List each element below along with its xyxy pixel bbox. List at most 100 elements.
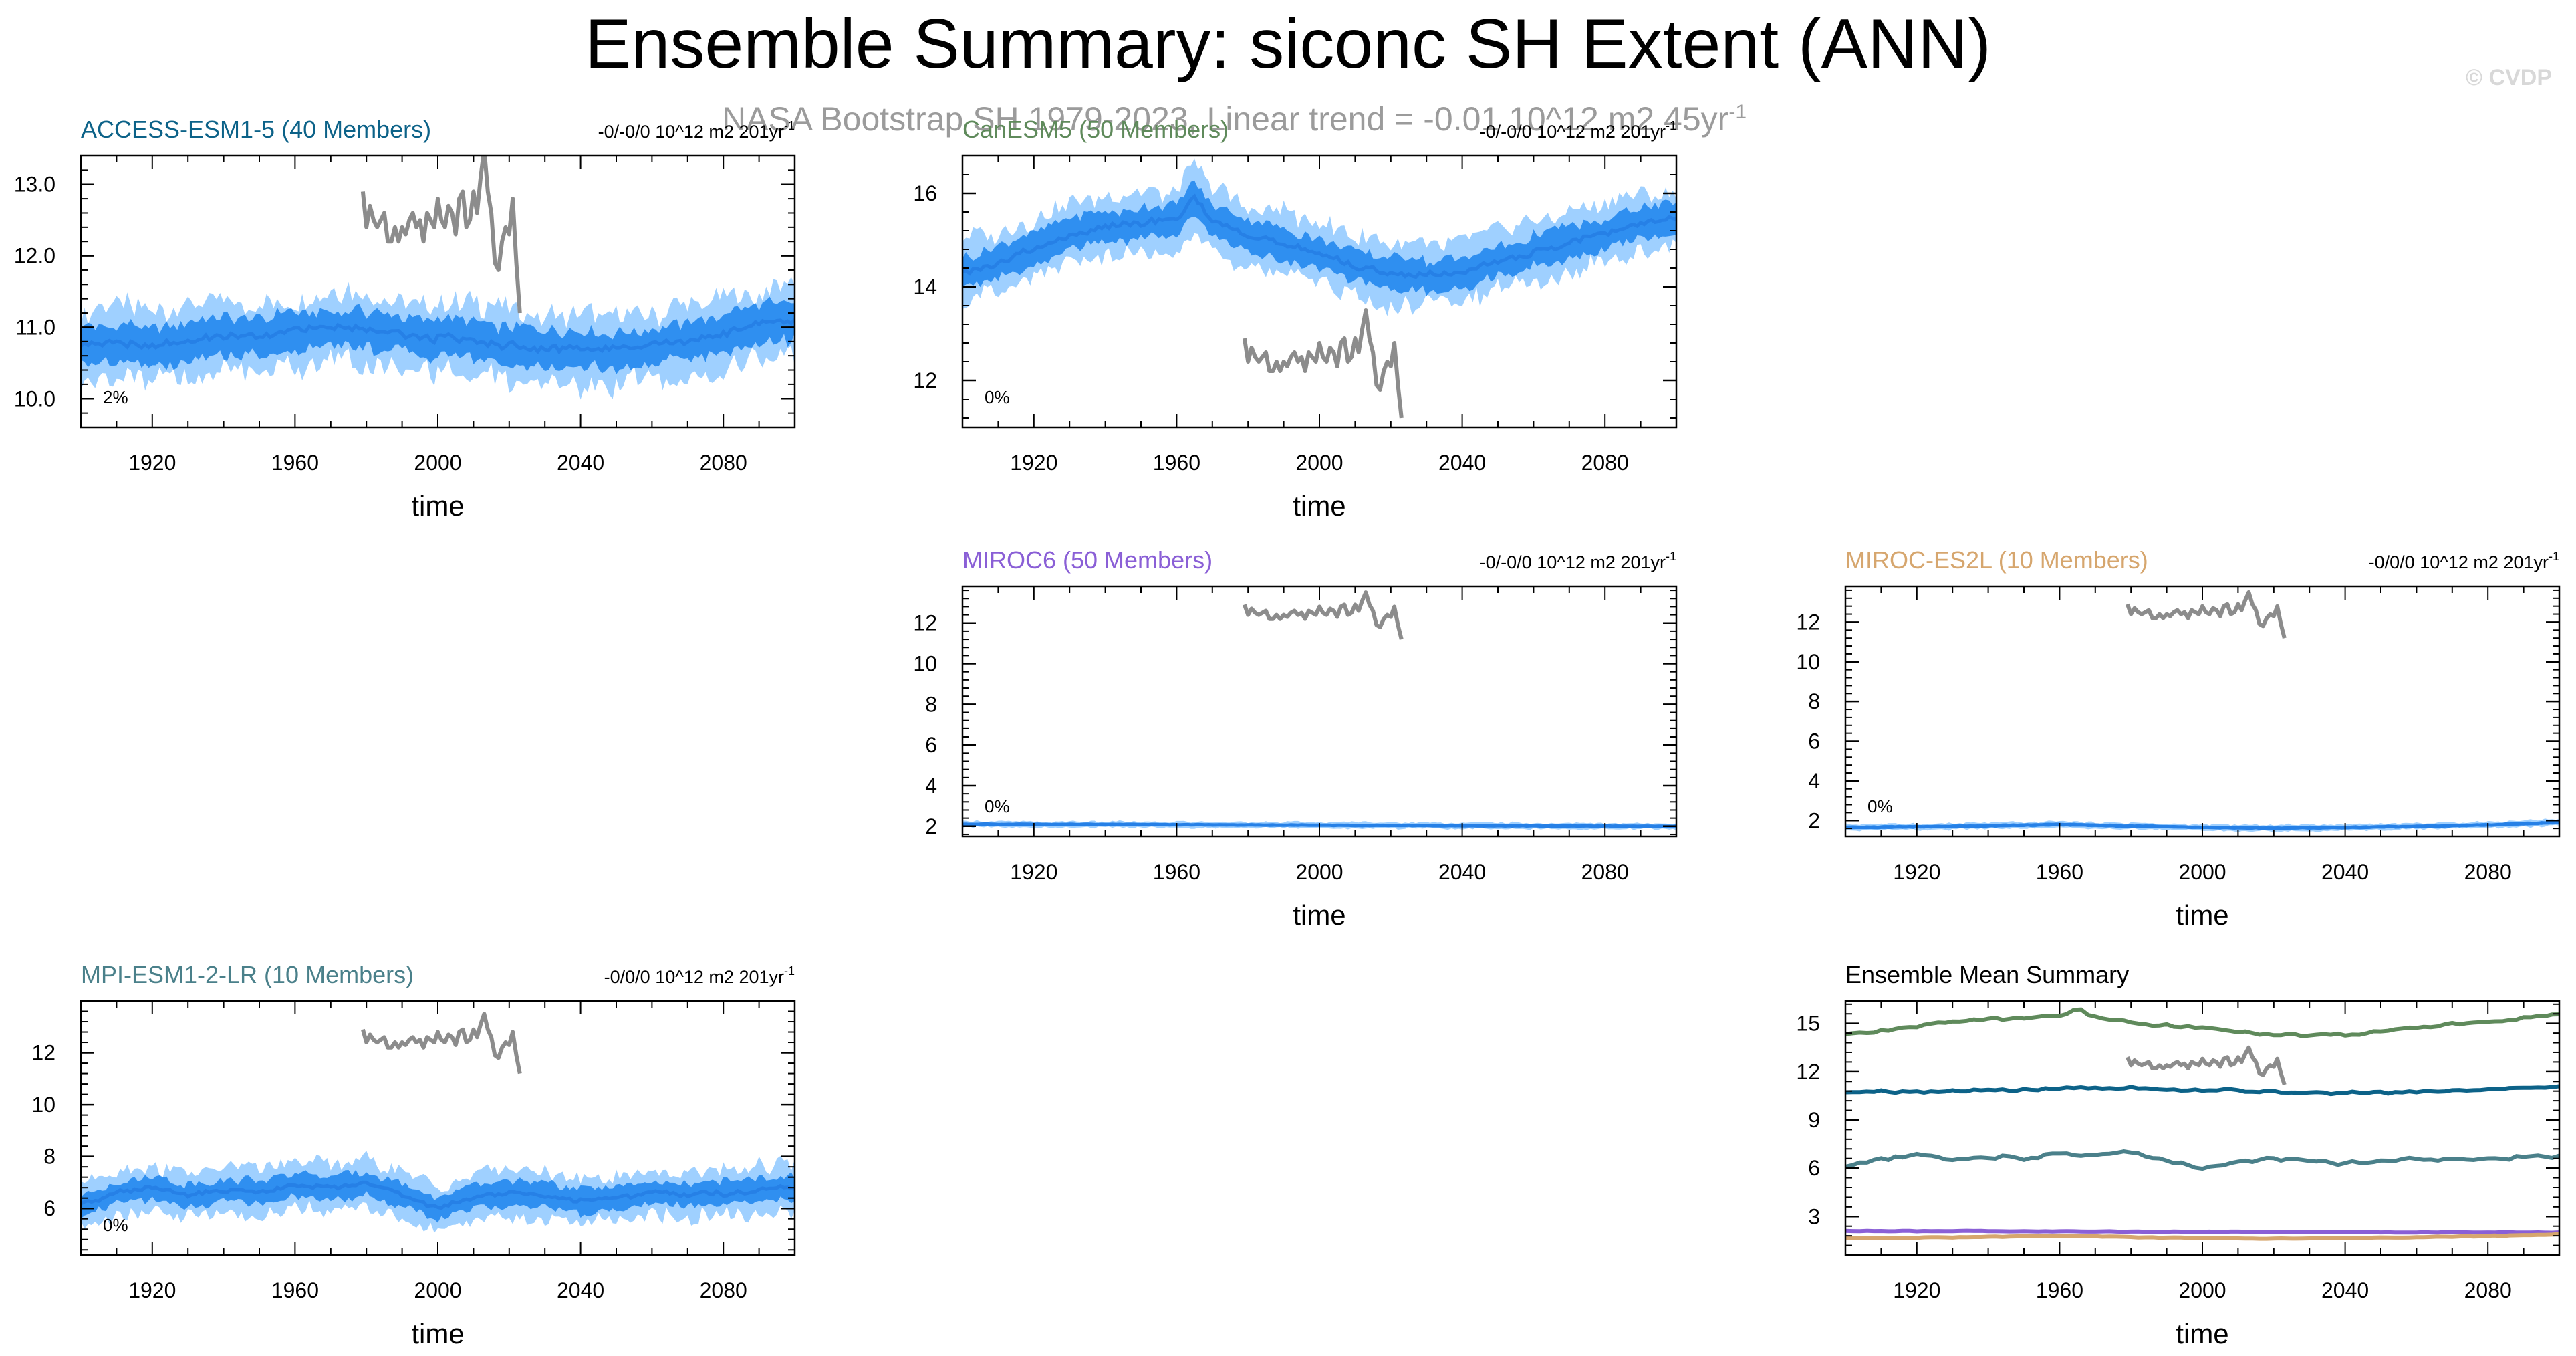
obs-subtitle-sup: -1 bbox=[1728, 101, 1747, 123]
panel-title-miroces2l: MIROC-ES2L (10 Members) bbox=[1845, 546, 2148, 574]
series-line-miroc6 bbox=[1845, 1228, 2559, 1235]
plot-frame-canesm5 bbox=[961, 154, 1678, 429]
plot-frame-access bbox=[80, 154, 796, 429]
series-line-miroces2l bbox=[1845, 1232, 2559, 1241]
pct-label-canesm5: 0% bbox=[985, 387, 1010, 407]
panel-title-canesm5: CanESM5 (50 Members) bbox=[962, 116, 1229, 143]
trend-sup-miroces2l: -1 bbox=[2549, 550, 2559, 563]
ytick-label-miroces2l: 2 bbox=[1808, 808, 1820, 832]
trend-label-access: -0/-0/0 10^12 m2 201yr-1 bbox=[598, 119, 795, 142]
xtick-label-summary: 2040 bbox=[2321, 1278, 2369, 1303]
obs-line-miroc6 bbox=[1243, 590, 1404, 640]
xtick-label-access: 2040 bbox=[557, 451, 604, 475]
ytick-label-summary: 12 bbox=[1796, 1060, 1820, 1084]
xtick-label-access: 1920 bbox=[128, 451, 176, 475]
ytick-label-miroces2l: 12 bbox=[1796, 610, 1820, 634]
panel-miroc6: MIROC6 (50 Members) -0/-0/0 10^12 m2 201y… bbox=[913, 546, 1678, 931]
obs-line-mpi bbox=[361, 1012, 522, 1075]
ytick-label-miroc6: 12 bbox=[913, 611, 937, 635]
trend-sup-canesm5: -1 bbox=[1666, 119, 1676, 132]
xaxis-label-miroc6: time bbox=[1293, 899, 1345, 931]
obs-line-miroces2l bbox=[2126, 590, 2287, 639]
ytick-label-mpi: 12 bbox=[31, 1041, 55, 1065]
trend-text-miroc6: -0/-0/0 10^12 m2 201yr bbox=[1480, 552, 1666, 572]
panel-title-mpi: MPI-ESM1-2-LR (10 Members) bbox=[81, 961, 414, 988]
obs-line-summary bbox=[2126, 1045, 2287, 1085]
plot-area-canesm5 bbox=[962, 158, 1676, 419]
xtick-label-summary: 1960 bbox=[2036, 1278, 2083, 1303]
panel-summary: Ensemble Mean Summary 3 6 9 12 15 1920 1960 2000… bbox=[1796, 961, 2561, 1349]
xtick-label-canesm5: 2080 bbox=[1581, 451, 1629, 475]
obs-line-access bbox=[360, 156, 522, 314]
xtick-label-miroces2l: 2000 bbox=[2178, 860, 2226, 884]
trend-label-miroc6: -0/-0/0 10^12 m2 201yr-1 bbox=[1480, 550, 1676, 572]
xtick-label-mpi: 2000 bbox=[414, 1278, 461, 1303]
xtick-label-summary: 1920 bbox=[1893, 1278, 1940, 1303]
trend-text-canesm5: -0/-0/0 10^12 m2 201yr bbox=[1480, 122, 1666, 142]
xtick-label-mpi: 1920 bbox=[128, 1278, 176, 1303]
obs-line-canesm5 bbox=[1242, 308, 1404, 419]
ytick-label-miroces2l: 10 bbox=[1796, 650, 1820, 674]
plot-area-access bbox=[81, 156, 795, 400]
xtick-label-summary: 2000 bbox=[2178, 1278, 2226, 1303]
panel-title-access: ACCESS-ESM1-5 (40 Members) bbox=[81, 116, 431, 143]
median-line-canesm5 bbox=[962, 193, 1676, 279]
band-inner-canesm5 bbox=[962, 180, 1676, 296]
ytick-label-summary: 9 bbox=[1808, 1108, 1820, 1132]
pct-label-miroc6: 0% bbox=[985, 796, 1010, 816]
plot-area-miroces2l bbox=[1845, 590, 2559, 832]
xtick-label-miroces2l: 1920 bbox=[1893, 860, 1940, 884]
median-line-access bbox=[81, 318, 795, 355]
ytick-label-miroc6: 10 bbox=[913, 652, 937, 676]
xaxis-label-mpi: time bbox=[411, 1318, 464, 1349]
ytick-label-miroc6: 2 bbox=[925, 814, 937, 838]
xtick-label-canesm5: 1960 bbox=[1153, 451, 1200, 475]
ytick-label-miroc6: 6 bbox=[925, 733, 937, 757]
xtick-label-miroc6: 1920 bbox=[1010, 860, 1057, 884]
plot-area-miroc6 bbox=[962, 590, 1676, 830]
band-outer-mpi bbox=[81, 1151, 795, 1233]
xtick-label-access: 2000 bbox=[414, 451, 461, 475]
ytick-label-access: 12.0 bbox=[14, 244, 55, 268]
trend-text-mpi: -0/0/0 10^12 m2 201yr bbox=[604, 967, 784, 987]
plot-area-summary bbox=[1845, 1007, 2559, 1241]
xtick-label-miroces2l: 1960 bbox=[2036, 860, 2083, 884]
panel-canesm5: CanESM5 (50 Members) -0/-0/0 10^12 m2 201… bbox=[913, 116, 1678, 522]
xtick-label-mpi: 2080 bbox=[700, 1278, 747, 1303]
trend-label-mpi: -0/0/0 10^12 m2 201yr-1 bbox=[604, 964, 795, 987]
xtick-label-access: 1960 bbox=[271, 451, 319, 475]
series-line-canesm5 bbox=[1845, 1007, 2559, 1038]
series-line-access bbox=[1845, 1084, 2559, 1097]
ytick-label-miroc6: 8 bbox=[925, 692, 937, 716]
xaxis-label-summary: time bbox=[2176, 1318, 2228, 1349]
pct-label-mpi: 0% bbox=[103, 1215, 128, 1235]
xtick-label-miroc6: 2040 bbox=[1438, 860, 1486, 884]
panel-title-summary: Ensemble Mean Summary bbox=[1845, 961, 2129, 988]
xtick-label-canesm5: 1920 bbox=[1010, 451, 1057, 475]
xtick-label-miroces2l: 2080 bbox=[2464, 860, 2512, 884]
xtick-label-canesm5: 2000 bbox=[1295, 451, 1343, 475]
xtick-label-summary: 2080 bbox=[2464, 1278, 2512, 1303]
plot-frame-miroc6 bbox=[961, 585, 1678, 838]
xtick-label-miroc6: 1960 bbox=[1153, 860, 1200, 884]
panel-access: ACCESS-ESM1-5 (40 Members) -0/-0/0 10^12 … bbox=[14, 116, 796, 522]
ytick-label-miroces2l: 4 bbox=[1808, 769, 1820, 793]
ytick-label-access: 13.0 bbox=[14, 173, 55, 197]
xtick-label-mpi: 1960 bbox=[271, 1278, 319, 1303]
ytick-label-miroc6: 4 bbox=[925, 774, 937, 798]
panel-title-miroc6: MIROC6 (50 Members) bbox=[962, 546, 1212, 574]
xaxis-label-miroces2l: time bbox=[2176, 899, 2228, 931]
median-line-mpi bbox=[81, 1180, 795, 1210]
plot-frame-miroces2l bbox=[1844, 585, 2561, 838]
panel-mpi: MPI-ESM1-2-LR (10 Members) -0/0/0 10^12 m… bbox=[31, 961, 796, 1349]
obs-subtitle-text: NASA Bootstrap SH 1979-2023, Linear tren… bbox=[722, 100, 1728, 138]
figure-title: Ensemble Summary: siconc SH Extent (ANN) bbox=[585, 5, 1991, 83]
ytick-label-summary: 6 bbox=[1808, 1156, 1820, 1180]
xtick-label-miroc6: 2080 bbox=[1581, 860, 1629, 884]
trend-label-canesm5: -0/-0/0 10^12 m2 201yr-1 bbox=[1480, 119, 1676, 142]
pct-label-miroces2l: 0% bbox=[1867, 796, 1893, 816]
trend-sup-mpi: -1 bbox=[784, 964, 795, 978]
ytick-label-miroces2l: 8 bbox=[1808, 689, 1820, 713]
plot-area-mpi bbox=[81, 1012, 795, 1233]
